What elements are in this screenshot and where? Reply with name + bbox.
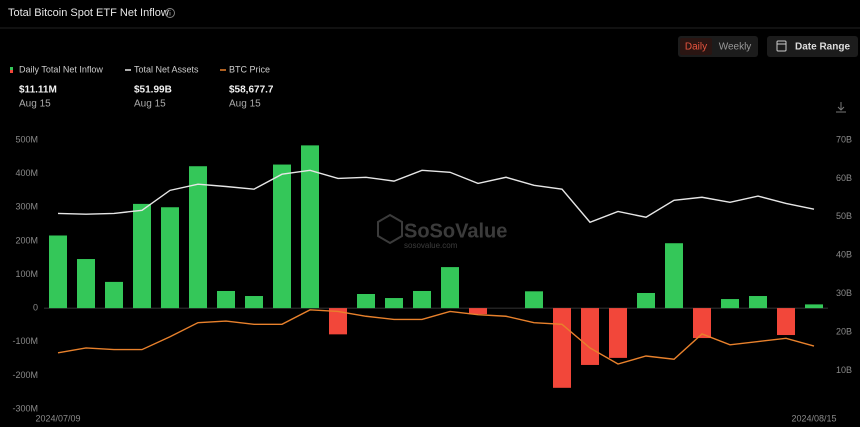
legend-marker xyxy=(10,70,13,73)
current-date: Aug 15 xyxy=(229,99,261,110)
bar xyxy=(217,290,235,309)
y2-tick-label: 50B xyxy=(836,211,852,221)
y-tick-label: 500M xyxy=(15,134,38,144)
bar xyxy=(189,166,207,309)
bar xyxy=(413,290,431,309)
weekly-label[interactable]: Weekly xyxy=(719,42,752,53)
legend-label: Daily Total Net Inflow xyxy=(19,64,103,74)
y-tick-label: 300M xyxy=(15,202,38,212)
legend-marker xyxy=(10,67,13,70)
bar xyxy=(721,299,739,309)
bar xyxy=(581,308,599,365)
bar xyxy=(637,292,655,309)
current-value: $11.11M xyxy=(19,85,57,96)
line-series xyxy=(57,169,815,224)
y-tick-label: 0 xyxy=(33,303,38,313)
y-tick-label: -100M xyxy=(12,336,38,346)
bar xyxy=(357,294,375,309)
y-tick-label: -300M xyxy=(12,403,38,413)
x-tick-label: 2024/07/09 xyxy=(35,413,80,423)
bar xyxy=(273,164,291,309)
y2-tick-label: 40B xyxy=(836,250,852,260)
bar xyxy=(553,308,571,388)
chart-title: Total Bitcoin Spot ETF Net Inflow xyxy=(8,7,169,19)
legend-label: BTC Price xyxy=(229,64,270,74)
bar xyxy=(693,308,711,339)
bar xyxy=(525,291,543,309)
y2-tick-label: 60B xyxy=(836,173,852,183)
current-value: $51.99B xyxy=(134,85,172,96)
bar xyxy=(133,203,151,309)
date-range-button[interactable] xyxy=(767,36,858,57)
watermark-text: SoSoValue xyxy=(404,220,507,242)
bar xyxy=(49,235,67,309)
bar xyxy=(749,296,767,309)
y2-tick-label: 70B xyxy=(836,134,852,144)
daily-label[interactable]: Daily xyxy=(685,42,707,53)
x-tick-label: 2024/08/15 xyxy=(791,413,836,423)
date-range-label[interactable]: Date Range xyxy=(795,42,850,53)
daily-button[interactable] xyxy=(680,38,712,55)
y2-tick-label: 20B xyxy=(836,327,852,337)
bar xyxy=(609,308,627,358)
current-date: Aug 15 xyxy=(134,99,166,110)
watermark-url: sosovalue.com xyxy=(404,241,458,250)
y-tick-label: -200M xyxy=(12,370,38,380)
current-date: Aug 15 xyxy=(19,99,51,110)
bar xyxy=(805,304,823,309)
bar xyxy=(161,207,179,309)
bar xyxy=(301,145,319,309)
bar xyxy=(777,308,795,336)
bar xyxy=(77,259,95,309)
bar xyxy=(245,296,263,309)
calendar-icon xyxy=(776,40,787,52)
bar xyxy=(441,267,459,309)
watermark: SoSoValue sosovalue.com xyxy=(377,213,507,250)
y-tick-label: 200M xyxy=(15,235,38,245)
current-value: $58,677.7 xyxy=(229,85,274,96)
bar xyxy=(385,298,403,309)
y-tick-label: 400M xyxy=(15,168,38,178)
y-tick-label: 100M xyxy=(15,269,38,279)
y2-tick-label: 30B xyxy=(836,288,852,298)
bar xyxy=(469,308,487,315)
bar xyxy=(329,308,347,335)
bar xyxy=(665,243,683,309)
legend-label: Total Net Assets xyxy=(134,64,199,74)
y2-tick-label: 10B xyxy=(836,365,852,375)
bar xyxy=(105,281,123,309)
line-series xyxy=(57,309,815,365)
info-icon[interactable] xyxy=(165,8,175,18)
download-icon[interactable] xyxy=(836,102,846,113)
